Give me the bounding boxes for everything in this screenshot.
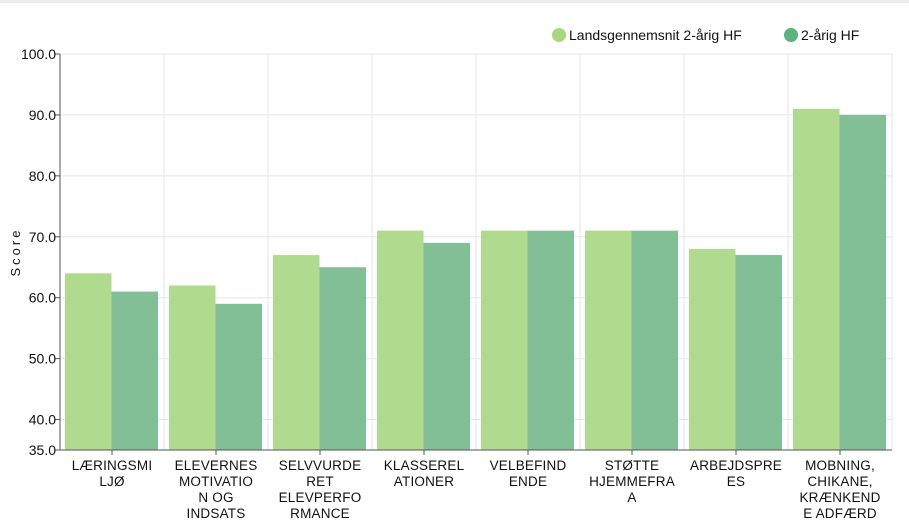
x-category-label-line: A: [627, 490, 636, 505]
x-category-label: LÆRINGSMI LJØ: [72, 458, 153, 489]
x-category-label-line: INDSATS: [187, 506, 246, 521]
x-category-label: SELVVURDE RET ELEVPERFO RMANCE: [279, 458, 362, 521]
x-category-label-line: LJØ: [99, 474, 125, 489]
bar-landsgennemsnit: [793, 108, 840, 450]
bar-2-aarig-hf: [111, 291, 158, 450]
x-category-label-line: MOBNING,: [805, 458, 875, 473]
x-category-label-line: KLASSEREL: [384, 458, 465, 473]
y-tick-label: 40.0: [29, 412, 56, 428]
bar-2-aarig-hf: [839, 114, 886, 450]
x-category-label-line: MOTIVATIO: [179, 474, 253, 489]
x-category-label-line: ELEVPERFO: [279, 490, 362, 505]
y-tick-label: 70.0: [29, 229, 56, 245]
bar-landsgennemsnit: [273, 255, 320, 450]
legend-label: Landsgennemsnit 2-årig HF: [569, 27, 742, 43]
y-tick-label: 60.0: [29, 290, 56, 306]
x-category-label-line: HJEMMEFRA: [589, 474, 675, 489]
bar-landsgennemsnit: [65, 273, 112, 450]
bar-landsgennemsnit: [585, 230, 632, 450]
y-tick-label: 50.0: [29, 351, 56, 367]
bar-2-aarig-hf: [735, 255, 782, 450]
x-category-label-line: LÆRINGSMI: [72, 458, 153, 473]
x-category-label: ELEVERNES MOTIVATIO N OG INDSATS: [175, 458, 258, 521]
x-category-label-line: ELEVERNES: [175, 458, 258, 473]
bar-2-aarig-hf: [215, 303, 262, 450]
x-category-label-line: KRÆNKEND: [799, 490, 880, 505]
x-category-label: STØTTE HJEMMEFRA A: [589, 458, 675, 505]
y-tick-label: 90.0: [29, 107, 56, 123]
x-category-label-line: STØTTE: [605, 458, 659, 473]
bar-landsgennemsnit: [481, 230, 528, 450]
x-category-label-line: CHIKANE,: [807, 474, 872, 489]
x-category-label: MOBNING, CHIKANE, KRÆNKEND E ADFÆRD: [799, 458, 880, 521]
y-tick-label: 35.0: [29, 442, 56, 458]
bar-2-aarig-hf: [319, 267, 366, 450]
x-category-label-line: ATIONER: [394, 474, 454, 489]
x-category-label-line: ES: [727, 474, 745, 489]
legend-swatch: [784, 28, 798, 42]
bar-landsgennemsnit: [169, 285, 216, 450]
x-category-label-line: RMANCE: [290, 506, 350, 521]
x-category-label-line: E ADFÆRD: [803, 506, 877, 521]
x-category-label: KLASSEREL ATIONER: [384, 458, 465, 489]
x-category-label-line: RET: [306, 474, 334, 489]
x-category-label-line: VELBEFIND: [490, 458, 567, 473]
top-border: [0, 0, 909, 3]
legend-label: 2-årig HF: [801, 27, 859, 43]
x-category-label-line: ENDE: [509, 474, 547, 489]
bar-2-aarig-hf: [527, 230, 574, 450]
bar-2-aarig-hf: [631, 230, 678, 450]
x-category-label-line: ARBEJDSPRE: [690, 458, 782, 473]
x-category-label: ARBEJDSPRE ES: [690, 458, 782, 489]
bar-landsgennemsnit: [689, 248, 736, 450]
y-tick-label: 80.0: [29, 168, 56, 184]
legend-swatch: [552, 28, 566, 42]
x-category-label: VELBEFIND ENDE: [490, 458, 567, 489]
bar-2-aarig-hf: [423, 242, 470, 450]
x-category-label-line: N OG: [198, 490, 233, 505]
y-axis-label: Score: [8, 228, 23, 277]
x-category-label-line: SELVVURDE: [279, 458, 362, 473]
y-tick-label: 100.0: [21, 46, 56, 62]
bar-landsgennemsnit: [377, 230, 424, 450]
